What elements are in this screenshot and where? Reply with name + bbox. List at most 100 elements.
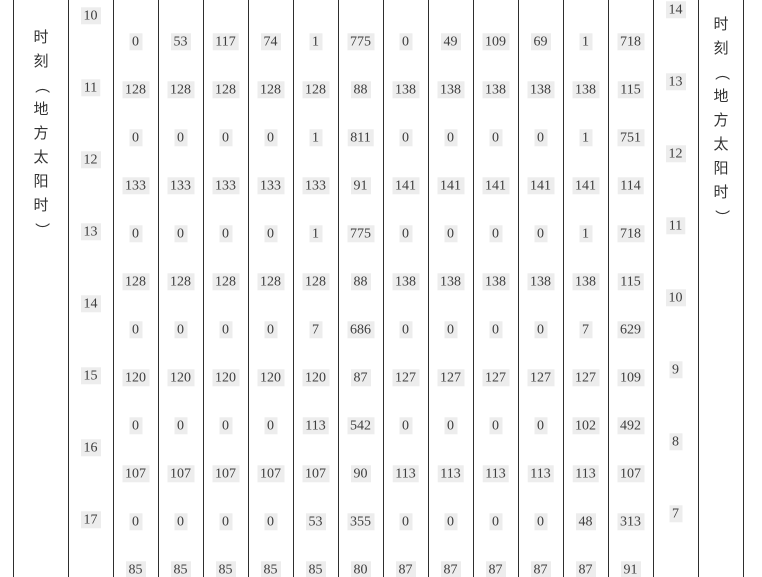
table-cell: 355	[347, 513, 374, 531]
table-cell: 0	[444, 513, 457, 531]
table-cell: 0	[444, 321, 457, 339]
table-cell: 0	[129, 321, 142, 339]
axis-title-char: 刻	[33, 53, 49, 70]
axis-title-char: 阳	[33, 173, 49, 190]
table-cell: 141	[437, 177, 464, 195]
right-hour-label: 10	[665, 289, 686, 307]
table-cell: 113	[482, 465, 509, 483]
table-column-rule	[68, 0, 69, 577]
table-cell: 138	[527, 273, 554, 291]
table-cell: 0	[399, 129, 412, 147]
table-cell: 0	[399, 225, 412, 243]
axis-title-char: （	[713, 65, 730, 81]
left-hour-label: 12	[80, 151, 101, 169]
right-axis-title: 时刻（地方太阳时）	[699, 13, 743, 229]
axis-title-char: 时	[713, 184, 729, 201]
table-cell: 0	[129, 225, 142, 243]
axis-title-char: 地	[33, 101, 49, 118]
table-cell: 127	[437, 369, 464, 387]
table-cell: 115	[617, 273, 644, 291]
table-column-rule	[563, 0, 564, 577]
axis-title-char: 太	[33, 149, 49, 166]
table-cell: 127	[482, 369, 509, 387]
table-cell: 128	[167, 273, 194, 291]
table-cell: 1	[579, 129, 592, 147]
table-cell: 0	[534, 225, 547, 243]
right-hour-label: 9	[669, 361, 682, 379]
right-hour-label: 13	[665, 73, 686, 91]
table-cell: 7	[579, 321, 592, 339]
table-cell: 128	[257, 273, 284, 291]
left-hour-label: 11	[80, 79, 101, 97]
table-cell: 109	[482, 33, 509, 51]
table-cell: 120	[257, 369, 284, 387]
right-hour-label: 8	[669, 433, 682, 451]
table-cell: 138	[437, 81, 464, 99]
table-cell: 629	[617, 321, 644, 339]
table-cell: 138	[527, 81, 554, 99]
left-axis-title: 时刻（地方太阳时）	[14, 26, 68, 242]
table-cell: 127	[392, 369, 419, 387]
left-hour-label: 17	[80, 511, 101, 529]
table-column-rule	[203, 0, 204, 577]
table-cell: 141	[392, 177, 419, 195]
table-cell: 0	[489, 225, 502, 243]
table-cell: 120	[122, 369, 149, 387]
table-cell: 7	[309, 321, 322, 339]
table-cell: 138	[482, 81, 509, 99]
table-column-rule	[608, 0, 609, 577]
table-cell: 138	[572, 81, 599, 99]
table-cell: 128	[212, 81, 239, 99]
right-hour-label: 14	[665, 1, 686, 19]
table-cell: 120	[302, 369, 329, 387]
table-cell: 0	[219, 225, 232, 243]
table-column-rule	[383, 0, 384, 577]
table-cell: 0	[174, 225, 187, 243]
axis-title-char: 刻	[713, 40, 729, 57]
table-column-rule	[518, 0, 519, 577]
table-cell: 0	[534, 417, 547, 435]
table-cell: 88	[350, 81, 371, 99]
table-cell: 0	[264, 129, 277, 147]
table-cell: 87	[530, 561, 551, 577]
table-cell: 85	[170, 561, 191, 577]
table-cell: 0	[444, 129, 457, 147]
table-column-rule	[338, 0, 339, 577]
table-cell: 107	[167, 465, 194, 483]
right-hour-label: 7	[669, 505, 682, 523]
table-cell: 113	[572, 465, 599, 483]
table-cell: 127	[572, 369, 599, 387]
table-cell: 542	[347, 417, 374, 435]
table-cell: 128	[257, 81, 284, 99]
table-cell: 0	[534, 321, 547, 339]
table-column-rule	[473, 0, 474, 577]
table-cell: 811	[347, 129, 374, 147]
table-cell: 0	[219, 513, 232, 531]
table-column-rule	[743, 0, 744, 577]
table-cell: 120	[167, 369, 194, 387]
table-cell: 107	[302, 465, 329, 483]
left-hour-label: 15	[80, 367, 101, 385]
table-column-rule	[248, 0, 249, 577]
table-cell: 0	[534, 129, 547, 147]
table-cell: 775	[347, 225, 374, 243]
table-cell: 1	[579, 33, 592, 51]
table-cell: 138	[437, 273, 464, 291]
table-cell: 0	[399, 513, 412, 531]
table-cell: 751	[617, 129, 644, 147]
table-cell: 0	[489, 129, 502, 147]
table-cell: 133	[257, 177, 284, 195]
table-cell: 0	[174, 129, 187, 147]
table-cell: 1	[309, 225, 322, 243]
table-cell: 69	[530, 33, 551, 51]
axis-title-char: 方	[33, 125, 49, 142]
table-column-rule	[113, 0, 114, 577]
table-cell: 0	[129, 129, 142, 147]
table-cell: 1	[309, 33, 322, 51]
table-cell: 48	[575, 513, 596, 531]
table-cell: 102	[572, 417, 599, 435]
table-cell: 0	[129, 513, 142, 531]
left-hour-label: 10	[80, 7, 101, 25]
table-cell: 87	[440, 561, 461, 577]
